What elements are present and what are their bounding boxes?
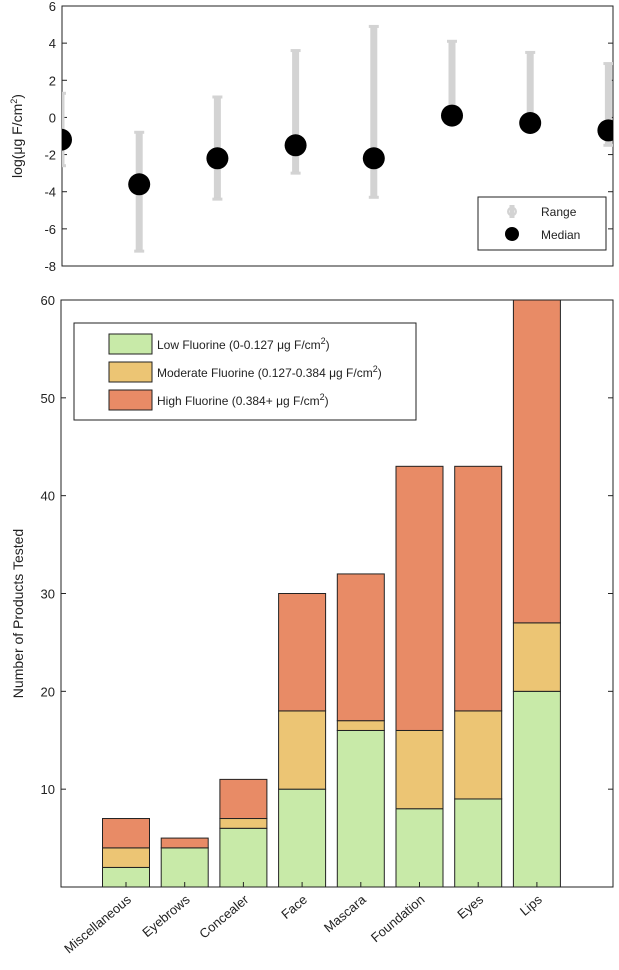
median-point-face (284, 134, 307, 157)
median-point-eyes (519, 112, 542, 134)
y-axis-label-top-close: ) (9, 94, 25, 99)
y-tick-label: 6 (49, 0, 56, 14)
bar-mascara-moderate (336, 720, 385, 731)
y-tick-label: 2 (49, 73, 56, 88)
bar-lips-low (512, 690, 561, 888)
bar-mascara-high (336, 573, 385, 722)
x-tick-label: Lips (517, 891, 545, 918)
bar-eyes-moderate (454, 710, 503, 800)
bar-foundation-high (395, 465, 444, 731)
y-tick-label: 60 (41, 293, 55, 308)
legend-range-label: Range (541, 205, 577, 219)
bar-face-low (278, 788, 327, 888)
y-axis-label-top-base: log(μg F/cm (9, 104, 25, 178)
median-point-miscellaneous (62, 128, 72, 151)
y-tick-label: 10 (41, 782, 55, 797)
legend-median-label: Median (541, 228, 580, 242)
legend-label-high-close: ) (325, 394, 329, 408)
legend-label-low-sup: 2 (321, 336, 326, 346)
bar-eyes-low (454, 798, 503, 888)
y-axis-label-top-sup: 2 (9, 99, 19, 104)
x-tick-label: Miscellaneous (61, 891, 134, 956)
legend-top: Range Median (477, 196, 607, 251)
legend-label-moderate: Moderate Fluorine (0.127-0.384 μg F/cm2) (157, 364, 382, 380)
bar-foundation-low (395, 808, 444, 888)
legend-median-swatch (505, 227, 519, 241)
y-tick-label: -8 (44, 259, 56, 274)
y-tick-label: -6 (44, 222, 56, 237)
y-tick-label: -2 (44, 148, 56, 163)
y-tick-label: 40 (41, 489, 55, 504)
bar-eyes-high (454, 465, 503, 712)
y-tick-label: -4 (44, 185, 56, 200)
median-point-lips (597, 119, 613, 142)
legend-label-moderate-base: Moderate Fluorine (0.127-0.384 μg F/cm (157, 366, 373, 380)
x-tick-label: Foundation (368, 892, 427, 945)
bar-face-moderate (278, 710, 327, 790)
legend-label-high: High Fluorine (0.384+ μg F/cm2) (157, 392, 329, 408)
median-point-foundation (441, 104, 463, 127)
bar-eyebrows-low (160, 847, 209, 888)
bar-face-high (278, 593, 327, 712)
bar-concealer-moderate (219, 818, 268, 829)
legend-range-swatch-dot (507, 206, 517, 217)
y-tick-label: 20 (41, 684, 55, 699)
y-tick-label: 0 (49, 110, 56, 125)
legend-label-low-base: Low Fluorine (0-0.127 μg F/cm (157, 338, 321, 352)
stacked-bar-plot: 10 20 30 40 50 60 Number of Products Tested Mis… (10, 293, 614, 956)
y-tick-label: 50 (41, 391, 55, 406)
bar-lips-moderate (512, 622, 561, 692)
y-tick-label: 30 (41, 587, 55, 602)
legend-swatch-low (108, 333, 153, 355)
y-tick-label: 4 (49, 36, 56, 51)
legend-swatch-high (108, 389, 153, 411)
legend-label-moderate-close: ) (378, 366, 382, 380)
legend-top-box (477, 196, 607, 251)
legend-label-moderate-sup: 2 (373, 364, 378, 374)
bar-concealer-low (219, 827, 268, 888)
median-point-mascara (362, 147, 385, 170)
y-axis-label-bottom: Number of Products Tested (10, 529, 26, 698)
x-tick-label: Concealer (196, 891, 252, 941)
x-tick-label: Eyebrows (139, 891, 193, 940)
x-tick-label: Mascara (321, 891, 369, 935)
bar-foundation-moderate (395, 729, 444, 810)
x-tick-label: Eyes (454, 891, 486, 921)
x-tick-label: Face (278, 892, 310, 922)
legend-label-low-close: ) (326, 338, 330, 352)
bar-mascara-low (336, 729, 385, 888)
bar-lips-high (512, 299, 561, 624)
legend-label-low: Low Fluorine (0-0.127 μg F/cm2) (157, 336, 330, 352)
legend-swatch-moderate (108, 361, 153, 383)
legend-label-high-base: High Fluorine (0.384+ μg F/cm (157, 394, 320, 408)
legend-bottom: Low Fluorine (0-0.127 μg F/cm2)Moderate … (73, 322, 417, 421)
range-median-marks (62, 24, 613, 253)
bar-miscellaneous-moderate (102, 847, 150, 868)
y-axis-label-top: log(μg F/cm2) (9, 94, 25, 178)
median-point-eyebrows (128, 173, 151, 196)
bar-miscellaneous-high (102, 818, 150, 849)
legend-label-high-sup: 2 (320, 392, 325, 402)
bar-concealer-high (219, 778, 268, 820)
bar-eyebrows-high (160, 837, 209, 849)
median-point-concealer (206, 147, 229, 170)
